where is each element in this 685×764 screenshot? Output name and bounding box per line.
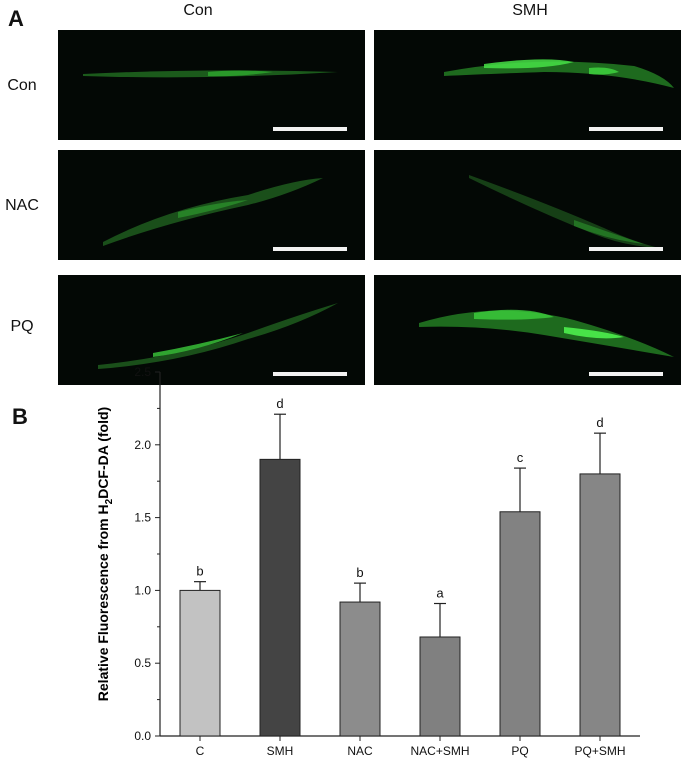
bar (579, 473, 621, 737)
bar (179, 589, 221, 737)
y-tick-label: 1.0 (134, 583, 151, 597)
plot-area: 0.0 0.5 1.0 1.5 2.0 2.5 b Cd SMH b NAC a NAC+SMH c PQ d… (134, 365, 640, 758)
y-axis-label: Relative Fluorescence from H2DCF-DA (fol… (95, 407, 115, 701)
scale-bar (273, 127, 347, 131)
column-header-con: Con (183, 2, 213, 19)
y-axis-label-subscript: 2 (104, 498, 115, 504)
scale-bar (589, 127, 663, 131)
x-tick-label: C (196, 744, 205, 758)
significance-label: c (517, 450, 524, 465)
row-header-con: Con (7, 77, 37, 94)
row-header-nac: NAC (5, 197, 39, 214)
y-tick-label: 0.0 (134, 729, 151, 743)
y-axis-label-rest: DCF-DA (fold) (95, 407, 111, 499)
worm-fluorescence-image (419, 309, 674, 357)
scale-bar (273, 247, 347, 251)
worm-fluorescence-image (103, 178, 323, 246)
column-header-smh: SMH (512, 2, 548, 19)
y-tick-label: 1.5 (134, 511, 151, 525)
y-tick-label: 2.0 (134, 438, 151, 452)
bar-chart: Relative Fluorescence from H2DCF-DA (fol… (95, 365, 640, 758)
significance-label: a (436, 586, 444, 601)
y-tick-label: 0.5 (134, 656, 151, 670)
significance-label: d (276, 396, 283, 411)
bar (419, 636, 461, 737)
micrograph-con-con (58, 30, 365, 140)
panel-a-letter: A (8, 6, 24, 31)
bar (499, 511, 541, 737)
x-tick-label: PQ+SMH (574, 744, 625, 758)
worm-fluorescence-image (98, 303, 338, 369)
bar (339, 601, 381, 737)
x-tick-label: SMH (267, 744, 294, 758)
significance-label: d (596, 415, 603, 430)
x-tick-label: PQ (511, 744, 528, 758)
x-tick-label: NAC+SMH (410, 744, 469, 758)
panel-b-letter: B (12, 404, 28, 429)
micrograph-nac-con (58, 150, 365, 260)
micrograph-nac-smh (374, 150, 681, 260)
significance-label: b (196, 564, 203, 579)
y-axis-label-main: Relative Fluorescence from H (95, 504, 111, 701)
significance-label: b (356, 565, 363, 580)
scale-bar (273, 372, 347, 376)
worm-fluorescence-image (469, 175, 659, 248)
row-header-pq: PQ (10, 318, 34, 335)
worm-fluorescence-image (83, 70, 338, 78)
scale-bar (589, 372, 663, 376)
micrograph-pq-con (58, 275, 365, 385)
y-tick-label: 2.5 (134, 365, 151, 379)
micrograph-con-smh (374, 30, 681, 140)
bar (259, 458, 301, 737)
scale-bar (589, 247, 663, 251)
svg-text:Relative Fluorescence from H2D: Relative Fluorescence from H2DCF-DA (fol… (95, 407, 115, 701)
x-tick-label: NAC (347, 744, 373, 758)
micrograph-pq-smh (374, 275, 681, 385)
worm-fluorescence-image (444, 59, 674, 88)
